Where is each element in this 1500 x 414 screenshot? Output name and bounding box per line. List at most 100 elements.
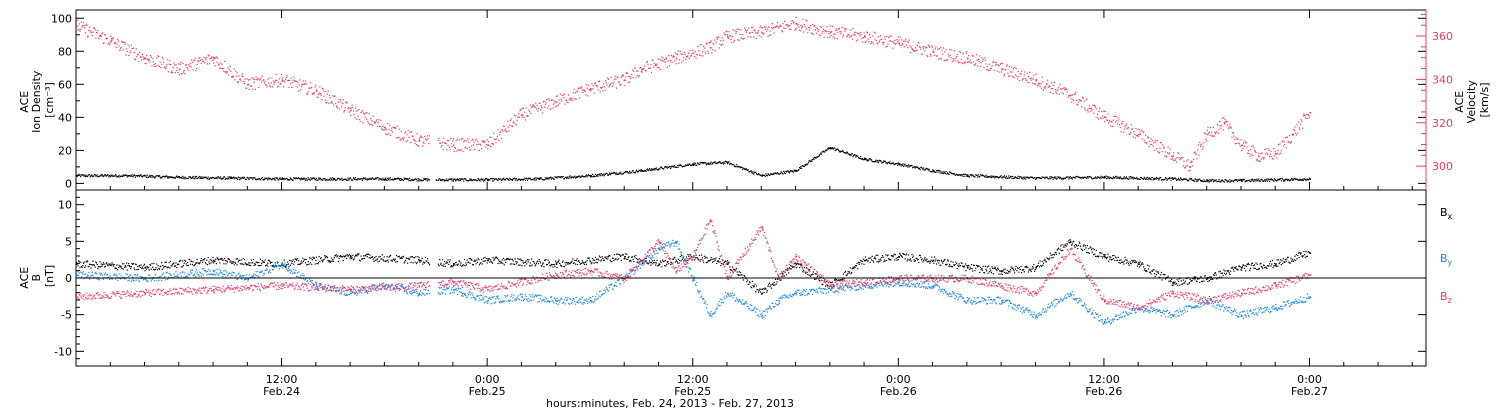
data-point [839,31,841,33]
data-point [1015,68,1017,70]
data-point [563,178,566,180]
data-point [338,257,340,260]
data-point [550,265,552,267]
data-point [527,261,529,263]
data-point [700,258,702,261]
data-point [365,253,368,255]
data-point [387,133,389,135]
data-point [879,160,881,162]
data-point [283,177,285,180]
data-point [762,174,764,176]
data-point [265,84,267,86]
data-point [469,262,471,264]
data-point [522,262,524,264]
data-point [825,150,827,152]
data-point [733,164,735,166]
data-point [804,26,806,28]
data-point [179,63,181,65]
data-point [1062,93,1064,95]
data-point [252,262,254,264]
data-point [840,279,842,281]
data-point [494,138,496,140]
data-point [1301,120,1303,122]
data-point [679,59,681,61]
data-point [356,179,358,181]
data-point [992,175,995,177]
data-point [999,176,1001,179]
data-point [286,264,288,266]
data-point [616,173,618,175]
data-point [545,178,547,180]
data-point [358,253,360,255]
data-point [1138,129,1141,131]
data-point-anchor [1138,133,1140,136]
data-point [1045,176,1047,178]
data-point [165,175,167,178]
data-point [596,175,598,177]
data-point [746,169,749,171]
data-point [263,79,265,81]
data-point [537,110,539,112]
data-point [628,172,630,174]
data-point [903,164,905,166]
data-point [628,75,630,77]
data-point [424,138,426,140]
data-point [1247,150,1249,152]
data-point [652,263,654,265]
data-point [1147,136,1149,138]
data-point [1169,152,1171,154]
data-point [522,179,524,181]
data-point [150,174,152,177]
data-point [385,133,387,135]
data-point [657,264,659,266]
data-point [1183,178,1185,180]
data-point [266,264,268,266]
data-point [1091,178,1093,180]
data-point [121,267,123,269]
data-point [820,279,823,281]
data-point [610,76,612,78]
data-point [168,262,170,264]
data-point [1238,179,1241,182]
data-point [851,153,853,155]
data-point [86,261,88,263]
data-point [1076,104,1078,106]
data-point [274,179,276,181]
data-point [574,263,577,265]
data-point [533,178,535,180]
data-point [284,81,286,83]
data-point [892,256,894,258]
data-point [885,162,887,164]
data-point [200,176,202,178]
data-point [1281,177,1283,179]
data-point [298,90,300,92]
data-point [189,63,191,65]
data-point [539,177,542,179]
data-point [1193,180,1195,182]
data-point [1045,86,1047,88]
data-point [658,67,660,69]
data-point [454,147,456,149]
data-point [760,175,762,177]
data-point [825,30,827,33]
data-point [260,264,262,267]
data-point [1210,126,1212,129]
data-point [261,81,263,83]
data-point [293,177,296,179]
data-point-anchor [675,57,678,60]
data-point [1159,147,1161,149]
data-point [1122,120,1124,123]
data-point [120,46,122,48]
data-point [443,137,445,139]
data-point [661,259,664,261]
data-point [768,34,770,36]
data-point [376,259,378,261]
data-point [278,81,280,83]
data-point [587,257,589,259]
data-point [474,179,476,181]
data-point [967,61,969,63]
data-point [1138,178,1140,180]
data-point [752,26,754,28]
data-point [746,279,749,281]
